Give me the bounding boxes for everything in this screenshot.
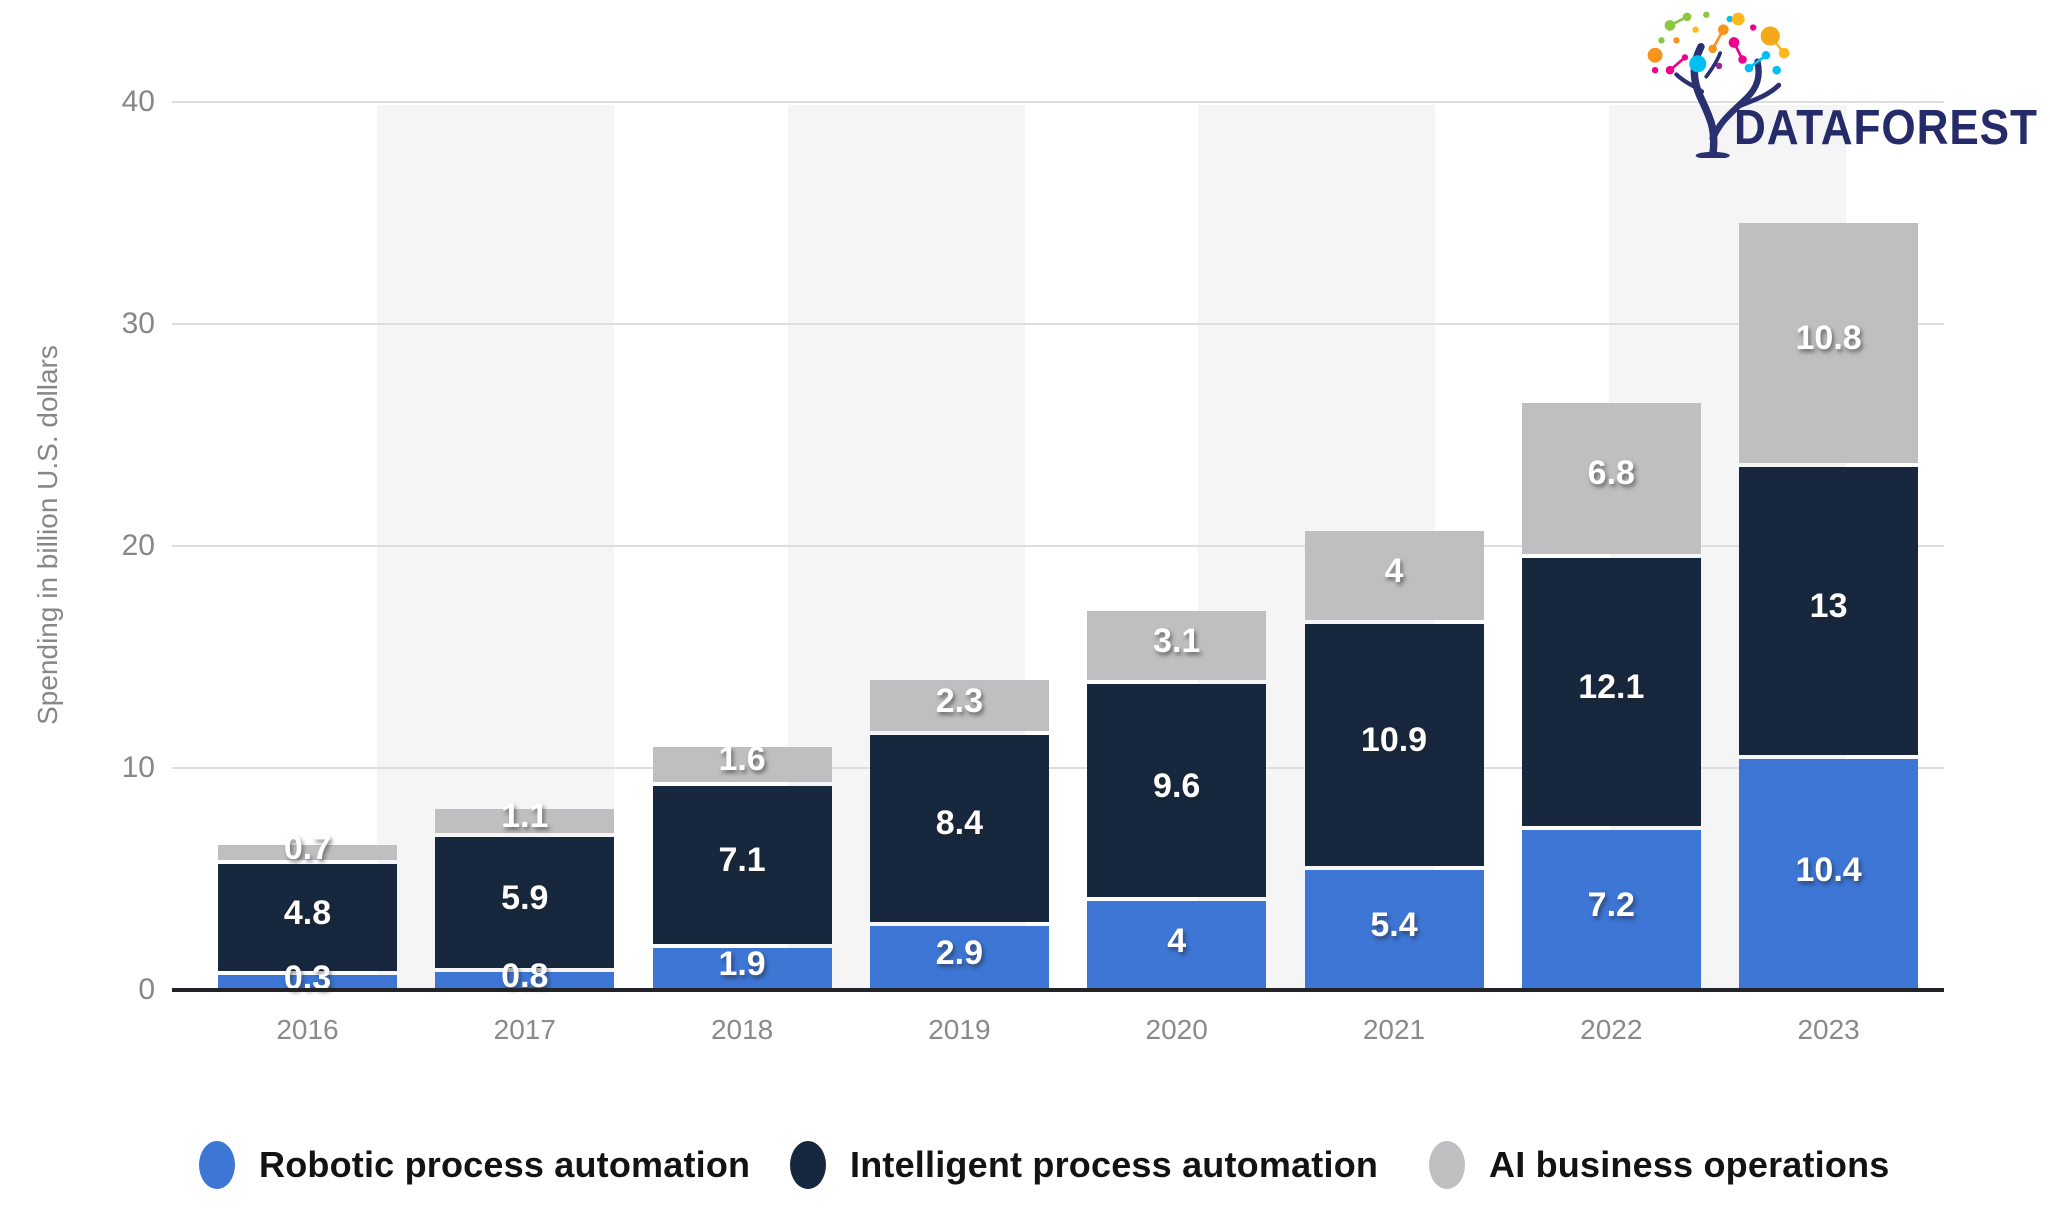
- legend-swatch-intelligent-icon: [790, 1141, 826, 1189]
- bar-segment-2021-intelligent-process-automation[interactable]: [1304, 624, 1484, 867]
- bar-segment-2017-robotic-process-automation[interactable]: [435, 972, 615, 990]
- x-tick-label-2019: 2019: [928, 1014, 991, 1045]
- y-tick-label-20: 20: [121, 529, 155, 562]
- bar-value-label: 4: [1384, 551, 1404, 590]
- bar-segment-2019-intelligent-process-automation[interactable]: [869, 735, 1049, 922]
- x-tick-label-2023: 2023: [1797, 1014, 1860, 1045]
- bar-value-label: 10.9: [1360, 721, 1428, 760]
- gridline-y-10: [172, 767, 1944, 769]
- legend-item-ai-business-operations[interactable]: AI business operations: [1429, 1141, 1890, 1189]
- bar-segment-2023-robotic-process-automation[interactable]: [1739, 759, 1919, 990]
- bar-value-label: 5.9: [501, 878, 549, 917]
- bar-segment-2020-robotic-process-automation[interactable]: [1087, 901, 1267, 990]
- bar-value-label: 2.9: [935, 933, 984, 972]
- data-tree-icon: [1647, 11, 1790, 158]
- x-axis-line: [172, 988, 1944, 992]
- bar-value-label: 5.4: [1370, 906, 1418, 945]
- bar-segment-2017-ai-business-operations[interactable]: [435, 808, 615, 834]
- bar-value-label: 6.8: [1587, 454, 1635, 493]
- bar-value-label: 4: [1167, 921, 1187, 960]
- bar-segment-2019-robotic-process-automation[interactable]: [869, 925, 1049, 990]
- bar-value-label: 9.6: [1153, 766, 1201, 805]
- legend-item-intelligent-process-automation[interactable]: Intelligent process automation: [790, 1141, 1378, 1189]
- legend-item-robotic-process-automation[interactable]: Robotic process automation: [199, 1141, 750, 1189]
- legend-label-ai-ops: AI business operations: [1489, 1144, 1890, 1185]
- bar-value-label: 3.1: [1153, 621, 1201, 660]
- bar-value-label: 2.3: [935, 681, 984, 720]
- bar-segment-2016-robotic-process-automation[interactable]: [218, 975, 397, 990]
- x-tick-label-2016: 2016: [276, 1014, 339, 1045]
- x-tick-label-2017: 2017: [493, 1014, 556, 1045]
- bar-segment-2018-ai-business-operations[interactable]: [652, 746, 832, 783]
- bar-segment-2022-ai-business-operations[interactable]: [1521, 402, 1701, 554]
- x-tick-label-2021: 2021: [1362, 1014, 1426, 1045]
- bar-value-label: 1.9: [718, 944, 766, 983]
- bar-value-label: 8.4: [935, 804, 984, 843]
- bar-value-label: 1.6: [718, 740, 766, 779]
- x-tick-label-2018: 2018: [710, 1014, 774, 1045]
- legend-swatch-ai-ops-icon: [1429, 1141, 1465, 1189]
- bar-segment-2021-ai-business-operations[interactable]: [1304, 531, 1484, 621]
- bar-segment-2018-robotic-process-automation[interactable]: [652, 947, 832, 990]
- bar-value-label: 12.1: [1578, 667, 1645, 706]
- legend-label-intelligent: Intelligent process automation: [850, 1144, 1379, 1185]
- legend: Robotic process automation Intelligent p…: [0, 1141, 2050, 1201]
- y-tick-label-40: 40: [121, 85, 155, 118]
- bar-value-label: 13: [1809, 586, 1848, 625]
- bar-segment-2020-ai-business-operations[interactable]: [1087, 611, 1267, 681]
- bar-value-label: 10.8: [1795, 318, 1862, 357]
- legend-swatch-robotic-icon: [199, 1141, 235, 1189]
- bar-segment-2016-ai-business-operations[interactable]: [218, 844, 397, 861]
- bar-value-label: 7.2: [1587, 886, 1635, 925]
- gridline-y-20: [172, 545, 1944, 547]
- gridline-y-30: [172, 323, 1944, 325]
- bar-value-label: 1.1: [501, 797, 549, 836]
- bar-segment-2017-intelligent-process-automation[interactable]: [435, 837, 615, 969]
- dataforest-logo: DATAFOREST: [1638, 8, 2038, 158]
- legend-label-robotic: Robotic process automation: [259, 1144, 751, 1185]
- bar-segment-2016-intelligent-process-automation[interactable]: [218, 864, 397, 971]
- bar-value-label: 7.1: [718, 841, 766, 879]
- bar-segment-2022-intelligent-process-automation[interactable]: [1521, 557, 1701, 827]
- x-tick-label-2022: 2022: [1580, 1014, 1643, 1045]
- bar-value-label: 10.4: [1795, 850, 1862, 889]
- gridline-y-40: [172, 101, 1944, 103]
- bar-value-label: 0.7: [283, 828, 332, 867]
- y-tick-label-10: 10: [121, 751, 155, 784]
- y-tick-label-0: 0: [138, 973, 155, 1006]
- logo-wordmark: DATAFOREST: [1734, 101, 2038, 155]
- bar-segment-2023-intelligent-process-automation[interactable]: [1739, 466, 1919, 756]
- y-axis-title: Spending in billion U.S. dollars: [32, 345, 63, 725]
- y-tick-label-30: 30: [121, 307, 155, 340]
- bar-segment-2021-robotic-process-automation[interactable]: [1304, 870, 1484, 990]
- bar-segment-2023-ai-business-operations[interactable]: [1739, 222, 1919, 463]
- bar-segment-2018-intelligent-process-automation[interactable]: [652, 786, 832, 944]
- bar-value-label: 4.8: [283, 893, 332, 932]
- bar-segment-2020-intelligent-process-automation[interactable]: [1087, 684, 1267, 898]
- x-tick-label-2020: 2020: [1145, 1014, 1208, 1045]
- bar-segment-2019-ai-business-operations[interactable]: [869, 680, 1049, 732]
- bar-segment-2022-robotic-process-automation[interactable]: [1521, 830, 1701, 990]
